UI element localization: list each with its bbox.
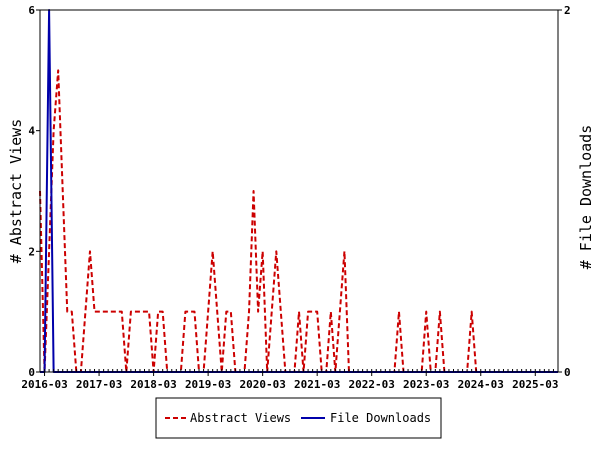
x-tick-label: 2018-03 xyxy=(130,378,176,391)
legend-box xyxy=(155,397,442,439)
x-tick-label: 2021-03 xyxy=(294,378,340,391)
y2-tick-label: 2 xyxy=(564,4,571,17)
x-axis: 2016-03 2017-03 2018-03 2019-03 2020-03 2021-… xyxy=(21,372,558,391)
y-tick-label: 0 xyxy=(28,366,35,379)
x-tick-label: 2025-03 xyxy=(512,378,558,391)
x-tick-label: 2024-03 xyxy=(458,378,504,391)
y-tick-label: 2 xyxy=(28,245,35,258)
y-axis-right: 02 xyxy=(558,4,571,379)
legend-label-abstract-views: Abstract Views xyxy=(190,411,291,425)
x-tick-label: 2023-03 xyxy=(403,378,449,391)
y-axis-left: 0 2 4 6 xyxy=(28,4,40,379)
y-axis-title: # Abstract Views xyxy=(7,119,25,264)
x-tick-label: 2019-03 xyxy=(185,378,231,391)
x-tick-label: 2016-03 xyxy=(21,378,67,391)
legend-label-file-downloads: File Downloads xyxy=(330,411,431,425)
legend: Abstract Views File Downloads xyxy=(155,397,442,439)
x-tick-label: 2017-03 xyxy=(76,378,122,391)
x-minor-ticks xyxy=(39,369,559,372)
x-tick-label: 2022-03 xyxy=(349,378,395,391)
x-tick-label: 2020-03 xyxy=(239,378,285,391)
y2-tick-label: 0 xyxy=(564,366,571,379)
y2-axis-title: # File Downloads xyxy=(577,125,595,270)
y-tick-label: 4 xyxy=(28,125,35,138)
y-tick-label: 6 xyxy=(28,4,35,17)
